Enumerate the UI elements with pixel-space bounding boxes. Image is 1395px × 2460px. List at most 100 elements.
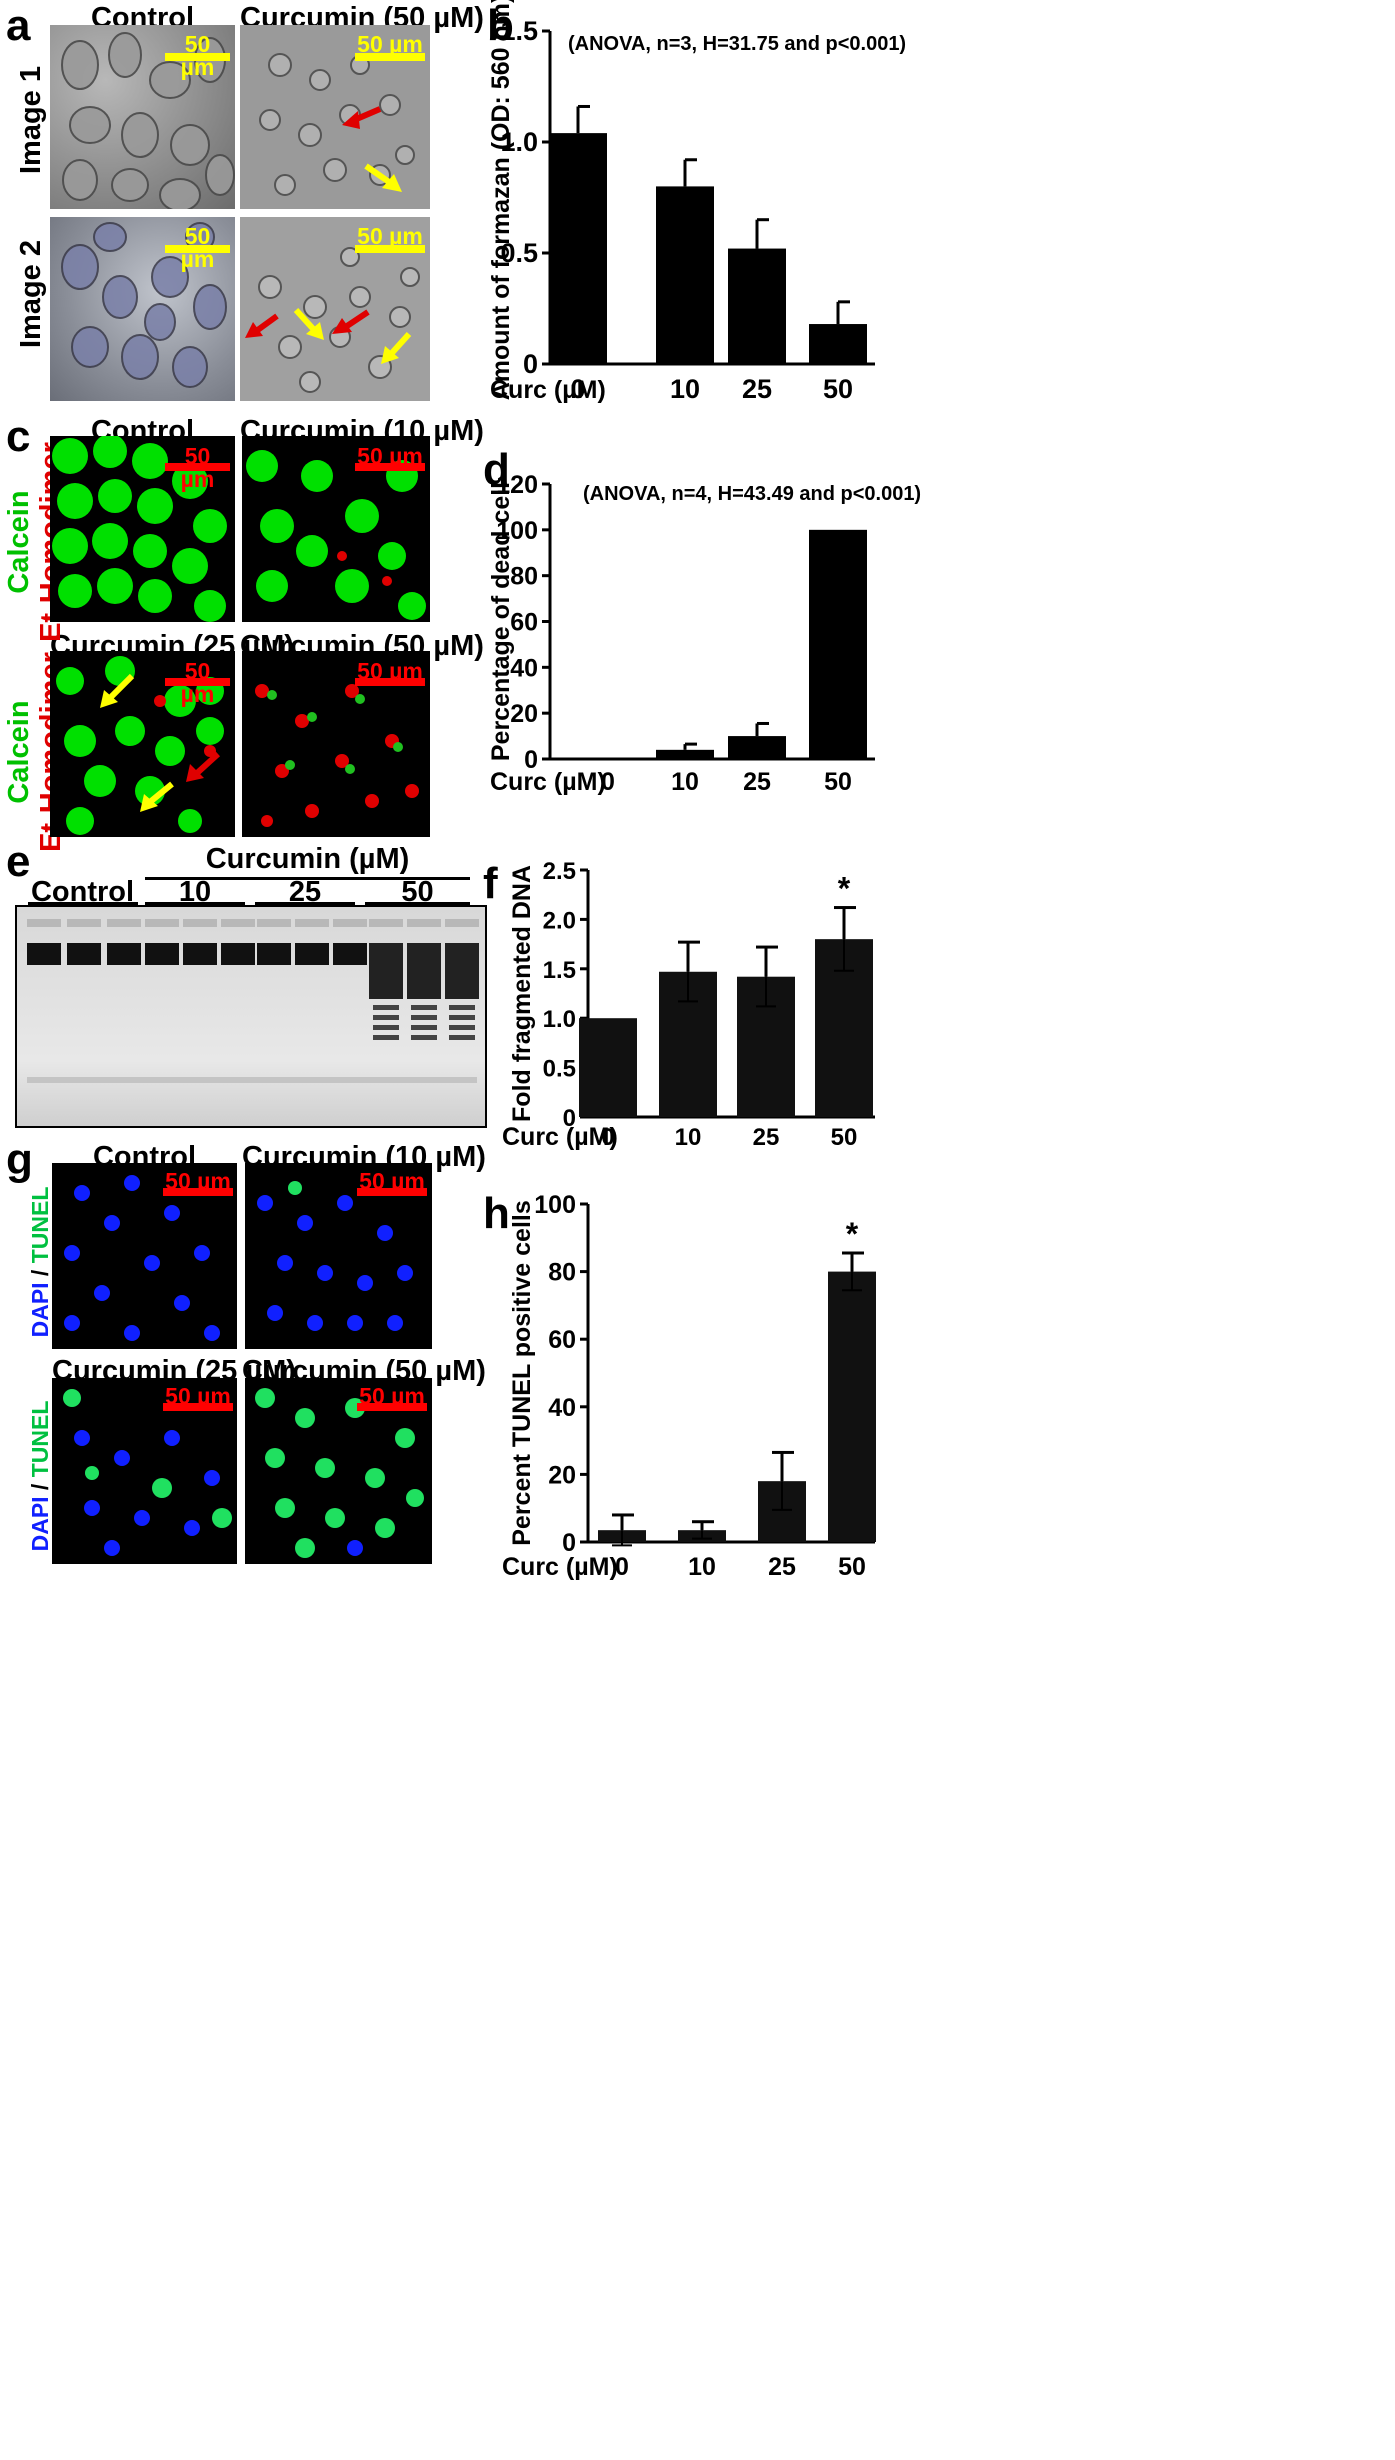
significance-marker: *: [846, 1216, 859, 1252]
bar-10: [656, 749, 714, 759]
panel-c-letter: c: [6, 412, 31, 461]
yellow-arrow-icon: [381, 331, 412, 364]
scale-bar-g4: 50 µm: [357, 1385, 427, 1411]
y-tick-label: 0: [563, 1105, 576, 1132]
x-tick-label: 10: [675, 1124, 702, 1151]
scale-bar-g1: 50 µm: [163, 1170, 233, 1196]
y-tick-label: 2.5: [543, 858, 576, 885]
lane-line-10: [145, 902, 245, 905]
y-tick-label: 0.5: [500, 238, 538, 268]
y-tick-label: 40: [510, 654, 538, 682]
scale-bar-a2: 50 µm: [355, 33, 425, 61]
calcein-label: Calcein: [3, 490, 35, 594]
calcein-label: Calcein: [3, 700, 35, 804]
scale-bar-line: [355, 245, 425, 253]
dapi-label: DAPI: [27, 1282, 53, 1338]
scale-bar-g3: 50 µm: [163, 1385, 233, 1411]
y-tick-label: 40: [548, 1394, 576, 1422]
scale-bar-line: [165, 53, 230, 61]
panel-d-letter: d: [483, 445, 510, 494]
panel-a-row-label-2: Image 2: [15, 240, 47, 348]
red-arrow-icon: [186, 751, 221, 782]
cell-texture: [246, 450, 426, 620]
cell-texture: [52, 436, 227, 622]
x-tick-label: 25: [753, 1124, 780, 1151]
y-tick-label: 100: [534, 1191, 576, 1219]
x-axis-label: Curc (µM): [490, 768, 606, 796]
panel-h-letter: h: [483, 1189, 510, 1238]
scale-bar-label: 50 µm: [357, 223, 423, 249]
label-separator: /: [27, 1263, 53, 1283]
lane-line-control: [28, 902, 138, 905]
x-tick-label: 0: [601, 1124, 614, 1151]
panel-e-header-line: [145, 877, 470, 880]
red-arrow-icon: [245, 313, 279, 338]
bar-50: [809, 324, 867, 364]
yellow-arrow-icon: [140, 781, 174, 812]
scale-bar-line: [355, 53, 425, 61]
y-tick-label: 0: [523, 349, 538, 379]
y-tick-label: 1.5: [543, 957, 576, 984]
significance-marker: *: [838, 871, 851, 907]
bar-25: [728, 736, 786, 759]
cell-texture: [255, 684, 419, 827]
y-tick-label: 20: [510, 700, 538, 728]
yellow-arrow-icon: [100, 673, 135, 708]
chart-f: 0 0.5 1.0 1.5 2.0 2.5 Fold fragmented DNA 0 10 25…: [502, 858, 875, 1151]
x-tick-label: 25: [768, 1553, 796, 1581]
panel-e-header: Curcumin (µM): [205, 843, 410, 875]
lane-label-50: 50: [401, 876, 434, 908]
panel-a-row-label-1: Image 1: [15, 66, 47, 174]
anova-annotation: (ANOVA, n=4, H=43.49 and p<0.001): [583, 483, 921, 505]
y-tick-label: 120: [496, 471, 538, 499]
x-tick-label: 25: [742, 374, 772, 404]
scale-bar-line: [165, 678, 230, 686]
scale-bar-label: 50 µm: [359, 1383, 425, 1409]
cell-texture: [61, 222, 227, 388]
x-axis-label: Curc (µM): [502, 1553, 618, 1581]
scale-bar-label: 50 µm: [357, 658, 423, 684]
scale-bar-a1: 50 µm: [165, 33, 230, 79]
x-axis-label: Curc (µM): [502, 1123, 618, 1151]
y-tick-label: 100: [496, 517, 538, 545]
scale-bar-c3: 50 µm: [165, 660, 230, 706]
x-tick-label: 0: [570, 374, 585, 404]
bar-25: [728, 248, 786, 364]
lane-line-50: [365, 902, 470, 905]
panel-a-letter: a: [6, 1, 31, 50]
scale-bar-line: [355, 463, 425, 471]
gel-image: [15, 905, 487, 1128]
y-tick-label: 0: [524, 746, 538, 774]
gel-texture: [27, 919, 479, 1083]
scale-bar-line: [357, 1403, 427, 1411]
bar-0: [579, 1018, 637, 1117]
lane-label-control: Control: [30, 876, 135, 908]
scale-bar-label: 50 µm: [180, 658, 215, 707]
cell-texture: [63, 1389, 232, 1556]
scale-bar-c1: 50 µm: [165, 445, 230, 491]
x-tick-label: 50: [823, 374, 853, 404]
panel-c-image-10: [242, 436, 430, 622]
bar-50: [809, 529, 867, 759]
x-tick-label: 25: [743, 768, 771, 796]
x-tick-label: 0: [601, 768, 615, 796]
anova-annotation: (ANOVA, n=3, H=31.75 and p<0.001): [568, 33, 906, 55]
panel-g-row-label-1: DAPI / TUNEL: [26, 1182, 54, 1342]
scale-bar-label: 50 µm: [165, 1168, 231, 1194]
panel-e-letter: e: [6, 837, 31, 886]
scale-bar-a3: 50 µm: [165, 225, 230, 271]
panel-f-letter: f: [483, 859, 498, 908]
panel-g-row-label-2: DAPI / TUNEL: [26, 1396, 54, 1556]
cell-texture: [64, 1175, 220, 1341]
bar-0: [549, 133, 607, 364]
cell-texture: [255, 1388, 424, 1558]
x-tick-label: 0: [615, 1553, 629, 1581]
x-tick-label: 10: [670, 374, 700, 404]
yellow-arrow-icon: [364, 163, 402, 192]
red-arrow-icon: [332, 309, 370, 334]
y-axis-label: Percentage of dead cell: [487, 482, 515, 761]
scale-bar-label: 50 µm: [357, 443, 423, 469]
